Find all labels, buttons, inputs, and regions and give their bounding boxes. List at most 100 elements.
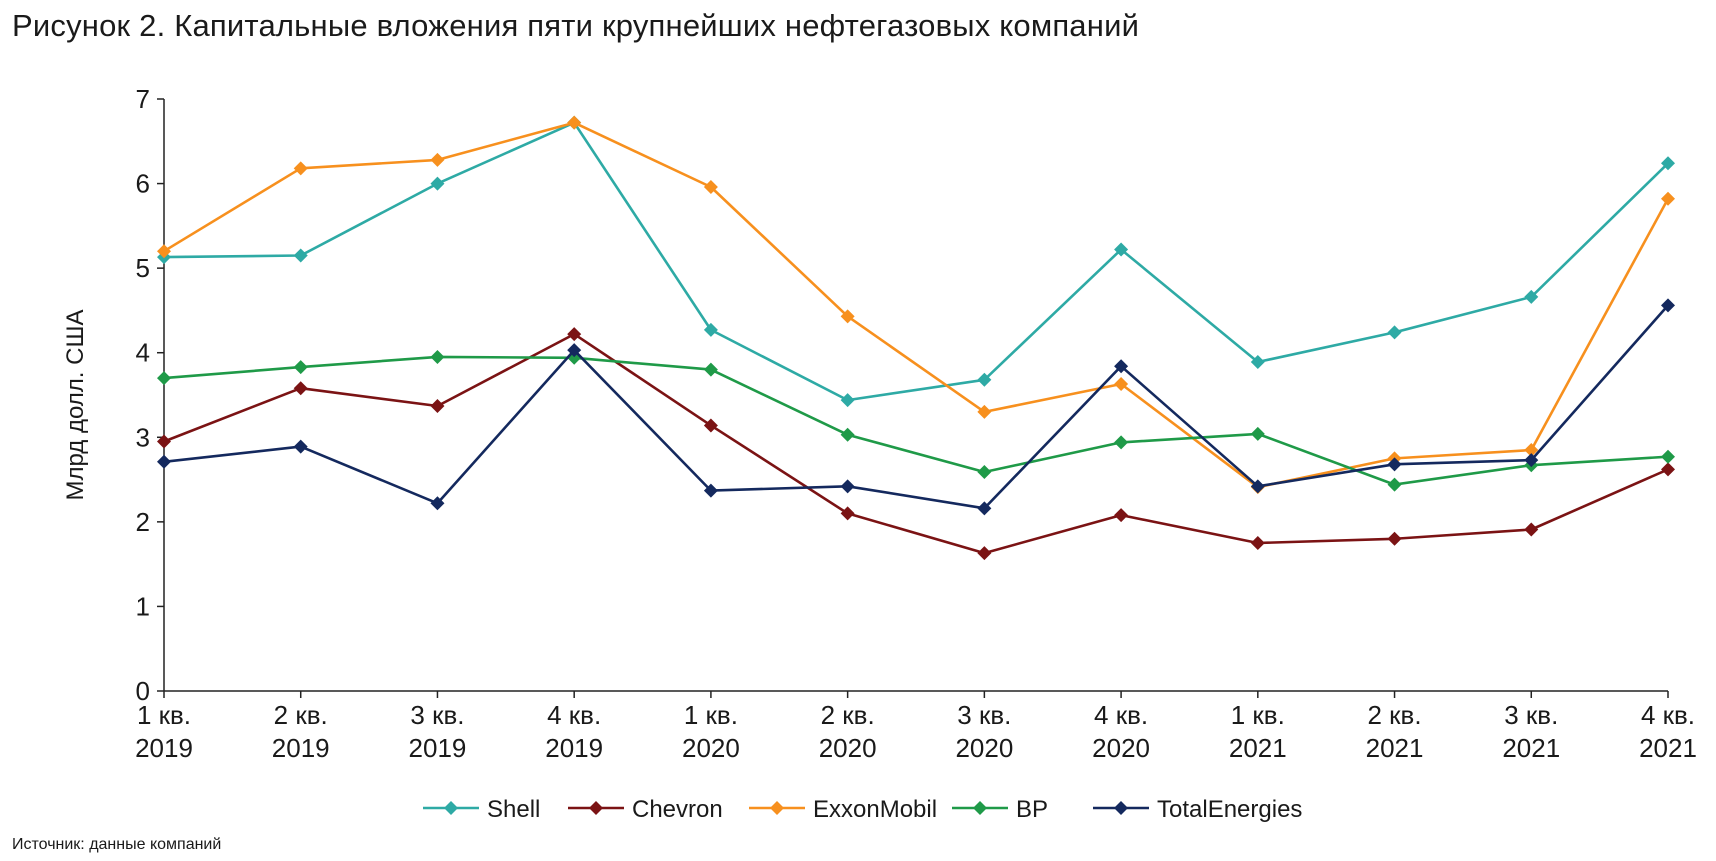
- data-point-chevron: [840, 506, 855, 521]
- legend-item-totalenergies: TotalEnergies: [1093, 796, 1302, 823]
- source-note: Источник: данные компаний: [12, 836, 222, 853]
- x-tick-label: 2 кв. 2019: [272, 700, 330, 763]
- data-point-chevron: [1250, 536, 1265, 550]
- data-point-bp: [1250, 426, 1265, 441]
- data-point-chevron: [703, 418, 718, 433]
- data-point-shell: [293, 248, 308, 263]
- x-tick-label: 2 кв. 2020: [819, 700, 877, 763]
- data-point-chevron: [1114, 508, 1129, 523]
- data-point-totalenergies: [1250, 479, 1265, 494]
- y-tick-label: 6: [136, 169, 150, 199]
- series-line-totalenergies: [163, 304, 1669, 510]
- series-totalenergies: [157, 298, 1675, 516]
- data-point-bp: [293, 360, 308, 375]
- x-tick-label: 4 кв. 2020: [1092, 700, 1150, 763]
- legend-swatch-marker: [973, 801, 987, 815]
- series-line-exxonmobil: [163, 121, 1670, 489]
- data-point-exxonmobil: [703, 179, 718, 194]
- data-point-totalenergies: [1114, 359, 1129, 374]
- data-point-shell: [1661, 156, 1675, 171]
- y-tick-label: 7: [136, 84, 150, 114]
- data-point-totalenergies: [567, 343, 582, 358]
- y-tick-label: 4: [136, 338, 150, 368]
- data-point-totalenergies: [1661, 298, 1675, 313]
- data-point-bp: [977, 464, 992, 479]
- data-point-totalenergies: [977, 501, 992, 516]
- data-point-totalenergies: [1387, 457, 1402, 472]
- series-line-bp: [163, 355, 1669, 486]
- x-tick-label: 4 кв. 2021: [1639, 700, 1697, 763]
- series-lines: [157, 115, 1675, 561]
- data-point-bp: [157, 371, 171, 386]
- x-tick-label: 1 кв. 2021: [1229, 700, 1287, 763]
- data-point-exxonmobil: [293, 161, 308, 176]
- legend-swatch-marker: [770, 801, 784, 815]
- y-axis-title: Млрд долл. США: [62, 310, 89, 501]
- chart-title: Рисунок 2. Капитальные вложения пяти кру…: [12, 8, 1140, 43]
- data-point-totalenergies: [1524, 453, 1539, 468]
- data-point-exxonmobil: [1114, 377, 1129, 392]
- data-point-chevron: [430, 398, 445, 413]
- data-point-exxonmobil: [1661, 191, 1675, 206]
- legend-label: Chevron: [632, 796, 723, 823]
- data-point-shell: [1524, 289, 1539, 304]
- data-point-chevron: [293, 381, 308, 396]
- data-point-shell: [1387, 325, 1402, 340]
- data-point-exxonmobil: [430, 152, 445, 167]
- x-tick-label: 1 кв. 2019: [135, 700, 193, 763]
- data-point-chevron: [1661, 462, 1675, 477]
- data-point-bp: [1114, 435, 1129, 450]
- series-bp: [157, 349, 1675, 492]
- legend-swatch-marker: [589, 801, 603, 815]
- data-point-chevron: [977, 546, 992, 561]
- data-point-chevron: [1387, 531, 1402, 546]
- data-point-exxonmobil: [567, 115, 582, 130]
- series-line-chevron: [163, 332, 1669, 555]
- series-line-shell: [163, 121, 1669, 402]
- y-tick-label: 5: [136, 253, 150, 283]
- data-point-totalenergies: [430, 496, 445, 511]
- x-tick-label: 3 кв. 2021: [1502, 700, 1560, 763]
- y-tick-label: 1: [136, 591, 150, 621]
- data-point-totalenergies: [157, 454, 171, 469]
- x-tick-label: 4 кв. 2019: [545, 700, 603, 763]
- legend-item-shell: Shell: [423, 796, 540, 823]
- series-shell: [157, 115, 1675, 408]
- data-point-bp: [703, 362, 718, 377]
- data-point-shell: [840, 393, 855, 408]
- x-tick-label: 1 кв. 2020: [682, 700, 740, 763]
- data-point-bp: [430, 349, 445, 364]
- legend-label: Shell: [487, 796, 540, 823]
- data-point-exxonmobil: [157, 244, 171, 259]
- data-point-bp: [1661, 449, 1675, 464]
- legend-item-chevron: Chevron: [568, 796, 723, 823]
- legend-label: ExxonMobil: [813, 796, 937, 823]
- data-point-chevron: [1524, 522, 1539, 537]
- y-tick-label: 2: [136, 507, 150, 537]
- data-point-exxonmobil: [977, 404, 992, 419]
- data-point-shell: [430, 176, 445, 191]
- legend-label: BP: [1016, 796, 1048, 823]
- y-axis-ticks: 0 1 2 3 4 5 6 7: [136, 84, 164, 706]
- data-point-chevron: [157, 434, 171, 449]
- legend-swatch-marker: [1114, 801, 1128, 815]
- legend-swatch-marker: [444, 801, 458, 815]
- legend-item-exxonmobil: ExxonMobil: [749, 796, 937, 823]
- legend: Shell Chevron ExxonMobil BP TotalEnergies: [423, 796, 1302, 823]
- legend-item-bp: BP: [952, 796, 1048, 823]
- legend-label: TotalEnergies: [1157, 796, 1302, 823]
- data-point-exxonmobil: [1524, 442, 1539, 457]
- chart-axes: [163, 99, 1668, 692]
- y-tick-label: 0: [136, 676, 150, 706]
- data-point-shell: [1114, 242, 1129, 257]
- series-exxonmobil: [157, 115, 1675, 495]
- x-tick-label: 2 кв. 2021: [1366, 700, 1424, 763]
- data-point-shell: [703, 322, 718, 337]
- series-chevron: [157, 327, 1675, 561]
- data-point-totalenergies: [840, 479, 855, 494]
- data-point-shell: [1250, 355, 1265, 370]
- data-point-chevron: [567, 327, 582, 342]
- data-point-bp: [1387, 477, 1402, 492]
- y-tick-label: 3: [136, 422, 150, 452]
